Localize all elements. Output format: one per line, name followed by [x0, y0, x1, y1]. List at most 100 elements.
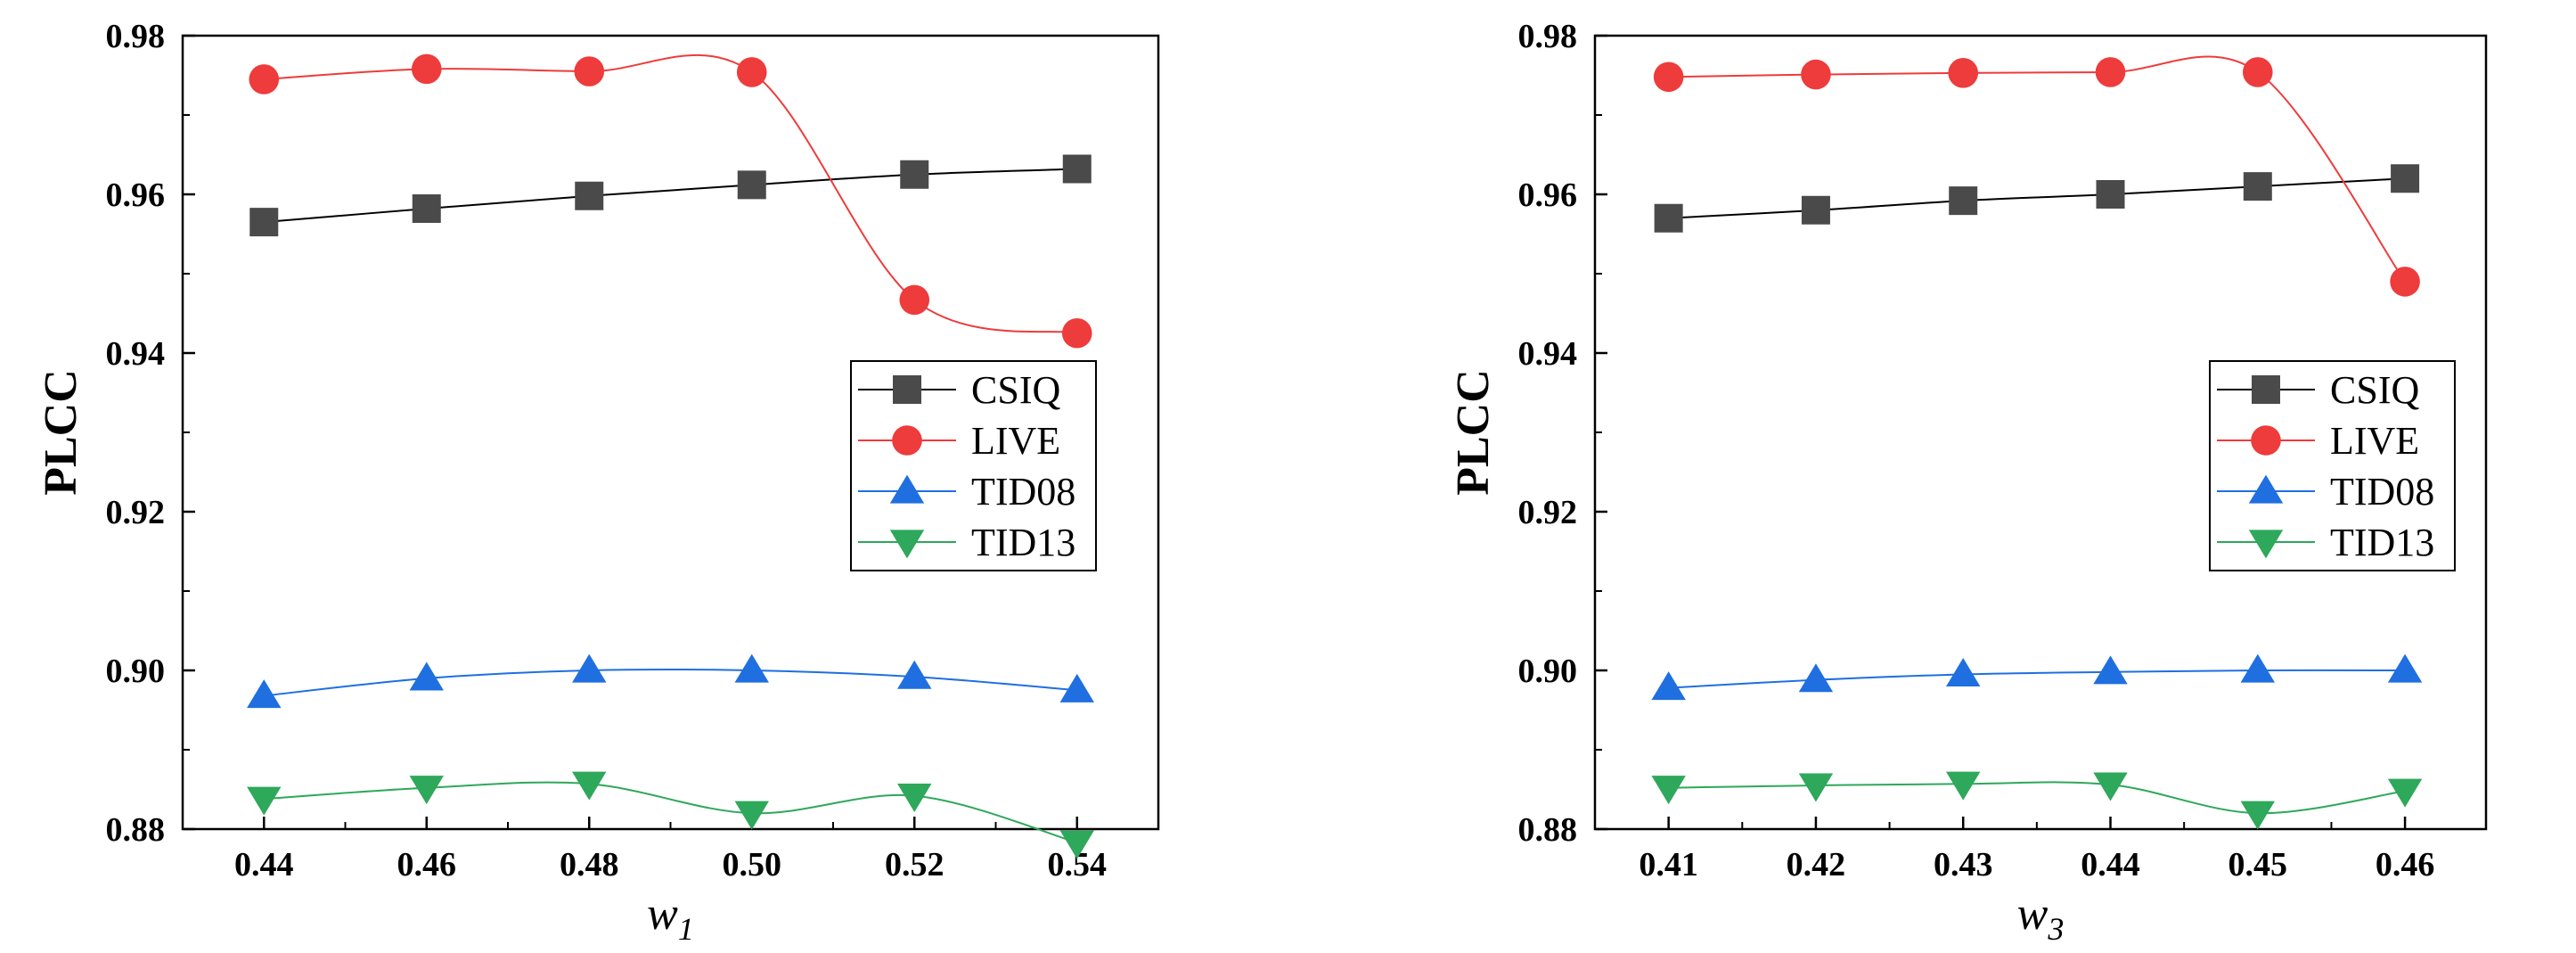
line-TID08: [1668, 669, 2406, 689]
legend-label-LIVE: LIVE: [971, 419, 1060, 463]
point-LIVE-5: [2390, 267, 2420, 297]
series-LIVE: [1653, 55, 2420, 297]
series-TID08: [1651, 653, 2423, 701]
point-CSIQ-5: [2391, 164, 2420, 193]
point-LIVE-2: [1948, 58, 1979, 88]
legend-label-LIVE: LIVE: [2330, 419, 2419, 463]
x-axis-label-subscript: 1: [678, 911, 694, 947]
x-axis-label: w1: [647, 889, 694, 947]
legend-marker-TID08: [2248, 474, 2284, 504]
legend-marker-CSIQ: [2252, 375, 2280, 404]
y-tick-label: 0.98: [106, 18, 166, 55]
x-tick-label: 0.44: [2081, 846, 2140, 883]
point-TID13-0: [1651, 776, 1686, 805]
legend-label-TID13: TID13: [971, 521, 1075, 564]
legend-label-CSIQ: CSIQ: [2330, 368, 2419, 412]
point-TID08-5: [1059, 673, 1094, 702]
point-CSIQ-0: [1654, 203, 1683, 233]
point-TID13-4: [2240, 801, 2276, 830]
legend-marker-LIVE: [892, 425, 922, 456]
point-LIVE-0: [249, 64, 280, 94]
y-axis-label: PLCC: [1448, 369, 1499, 496]
point-CSIQ-4: [2243, 172, 2272, 201]
chart-2: 0.88 0.90 0.92 0.94 0.96 0.98 0.41 0.42 0.43 0.44…: [1448, 18, 2488, 947]
point-TID13-0: [247, 786, 282, 816]
legend-label-TID13: TID13: [2330, 521, 2434, 564]
y-tick-label: 0.98: [1518, 18, 1578, 55]
line-TID13: [264, 781, 1078, 844]
point-TID13-2: [572, 771, 607, 801]
point-CSIQ-3: [737, 170, 766, 200]
y-tick-label: 0.88: [1518, 811, 1578, 849]
line-LIVE: [264, 53, 1077, 334]
x-tick-label: 0.42: [1787, 846, 1846, 883]
point-CSIQ-2: [1949, 186, 1978, 216]
x-tick-label: 0.50: [723, 846, 782, 883]
x-tick-label: 0.45: [2228, 846, 2288, 883]
x-axis-label-subscript: 3: [2047, 911, 2064, 947]
point-CSIQ-0: [249, 208, 279, 237]
legend-box: [850, 360, 1097, 571]
series-TID13: [1651, 771, 2423, 830]
point-TID13-1: [1798, 773, 1834, 802]
legend-marker-TID13: [889, 530, 925, 559]
point-TID08-5: [2387, 653, 2423, 683]
x-axis-label-main: w: [647, 889, 678, 940]
series-TID08: [247, 653, 1094, 709]
point-TID13-1: [409, 776, 444, 805]
point-TID13-5: [2387, 778, 2423, 808]
legend: CSIQ LIVE TID08 TID13: [2209, 360, 2456, 571]
point-TID13-3: [2093, 772, 2128, 801]
point-CSIQ-1: [1801, 195, 1830, 225]
x-tick-label: 0.46: [2376, 846, 2435, 883]
point-LIVE-1: [411, 53, 442, 85]
point-TID08-3: [734, 653, 769, 683]
y-tick-label: 0.90: [1518, 653, 1578, 690]
point-TID08-2: [572, 653, 607, 683]
x-tick-label: 0.43: [1934, 846, 1993, 883]
point-CSIQ-4: [900, 160, 929, 189]
point-TID13-3: [734, 801, 769, 830]
point-TID08-4: [897, 660, 932, 689]
x-tick-label: 0.46: [397, 846, 457, 883]
y-tick-label: 0.92: [1518, 494, 1578, 531]
x-tick-label: 0.44: [234, 846, 294, 883]
point-LIVE-0: [1653, 62, 1684, 93]
y-tick-label: 0.96: [106, 177, 166, 214]
series-CSIQ: [249, 154, 1092, 237]
point-LIVE-4: [2243, 57, 2273, 87]
point-TID08-2: [1946, 658, 1981, 687]
chart-1: 0.88 0.90 0.92 0.94 0.96 0.98 0.44 0.46 0.48 0.50…: [36, 18, 1160, 947]
point-LIVE-2: [574, 56, 605, 86]
point-TID08-0: [247, 679, 282, 709]
y-tick-label: 0.90: [106, 653, 166, 690]
point-TID13-4: [897, 784, 932, 813]
y-tick-label: 0.92: [106, 494, 166, 531]
x-axis-label-main: w: [2017, 889, 2049, 940]
y-tick-label: 0.88: [106, 811, 166, 849]
point-LIVE-3: [736, 57, 767, 87]
x-tick-label: 0.48: [560, 846, 619, 883]
series-CSIQ: [1654, 164, 2420, 233]
legend-marker-TID08: [889, 474, 925, 504]
series-TID13: [247, 771, 1094, 859]
y-tick-label: 0.94: [1518, 335, 1578, 373]
point-LIVE-4: [899, 284, 930, 316]
line-TID08: [264, 668, 1077, 697]
legend-marker-CSIQ: [893, 375, 921, 404]
point-TID08-1: [409, 661, 444, 691]
legend-marker-TID13: [2248, 530, 2284, 559]
point-CSIQ-1: [412, 194, 441, 224]
point-LIVE-5: [1061, 317, 1092, 349]
line-CSIQ: [1668, 177, 2406, 219]
x-tick-label: 0.41: [1639, 846, 1698, 883]
x-axis-label: w3: [2017, 889, 2065, 947]
legend-label-TID08: TID08: [2330, 470, 2434, 513]
legend-label-CSIQ: CSIQ: [971, 368, 1060, 412]
legend-label-TID08: TID08: [971, 470, 1075, 513]
point-TID08-3: [2093, 655, 2128, 685]
point-CSIQ-2: [575, 181, 604, 210]
line-TID13: [1668, 781, 2406, 815]
point-TID08-0: [1651, 671, 1686, 701]
